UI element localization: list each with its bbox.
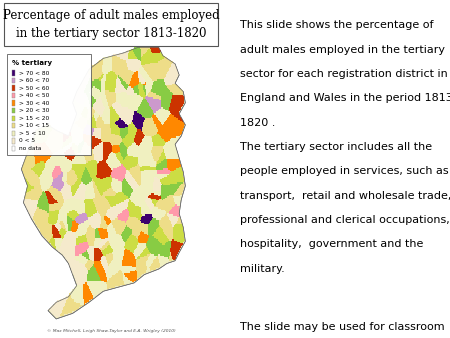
Bar [12,100,14,106]
Text: England and Wales in the period 1813-: England and Wales in the period 1813- [240,93,450,103]
Bar [12,138,14,144]
Bar [12,130,14,136]
Bar [12,146,14,151]
Text: military.: military. [240,264,285,274]
Bar [12,78,14,83]
Text: transport,  retail and wholesale trade,: transport, retail and wholesale trade, [240,191,450,201]
Text: adult males employed in the tertiary: adult males employed in the tertiary [240,45,446,55]
Text: Percentage of adult males employed: Percentage of adult males employed [3,9,220,22]
Text: > 60 < 70: > 60 < 70 [18,78,49,83]
Text: people employed in services, such as: people employed in services, such as [240,166,449,176]
Text: > 30 < 40: > 30 < 40 [18,101,49,106]
Text: 0 < 5: 0 < 5 [18,138,35,143]
Text: in the tertiary sector 1813-1820: in the tertiary sector 1813-1820 [16,27,207,40]
Text: no data: no data [18,146,41,151]
Text: > 15 < 20: > 15 < 20 [18,116,49,121]
Text: % tertiary: % tertiary [12,60,52,66]
Bar [7,54,91,155]
Text: professional and clerical occupations,: professional and clerical occupations, [240,215,450,225]
Bar [12,70,14,76]
Text: sector for each registration district in: sector for each registration district in [240,69,448,79]
Text: > 20 < 30: > 20 < 30 [18,108,49,113]
Bar [4,3,218,46]
Text: > 40 < 50: > 40 < 50 [18,93,49,98]
Text: > 70 < 80: > 70 < 80 [18,71,49,76]
Bar [12,93,14,98]
Text: 1820 .: 1820 . [240,118,276,128]
Text: © Max Mitchell, Leigh Shaw-Taylor and E.A. Wrigley (2010): © Max Mitchell, Leigh Shaw-Taylor and E.… [47,329,176,333]
Bar [12,108,14,114]
Text: The slide may be used for classroom: The slide may be used for classroom [240,322,445,332]
Text: > 50 < 60: > 50 < 60 [18,86,49,91]
Text: > 10 < 15: > 10 < 15 [18,123,49,128]
Text: hospitality,  government and the: hospitality, government and the [240,239,424,249]
Bar [12,116,14,121]
Text: The tertiary sector includes all the: The tertiary sector includes all the [240,142,432,152]
Bar [12,123,14,128]
Text: This slide shows the percentage of: This slide shows the percentage of [240,20,434,30]
PathPatch shape [22,47,185,319]
Text: > 5 < 10: > 5 < 10 [18,131,45,136]
Bar [12,86,14,91]
